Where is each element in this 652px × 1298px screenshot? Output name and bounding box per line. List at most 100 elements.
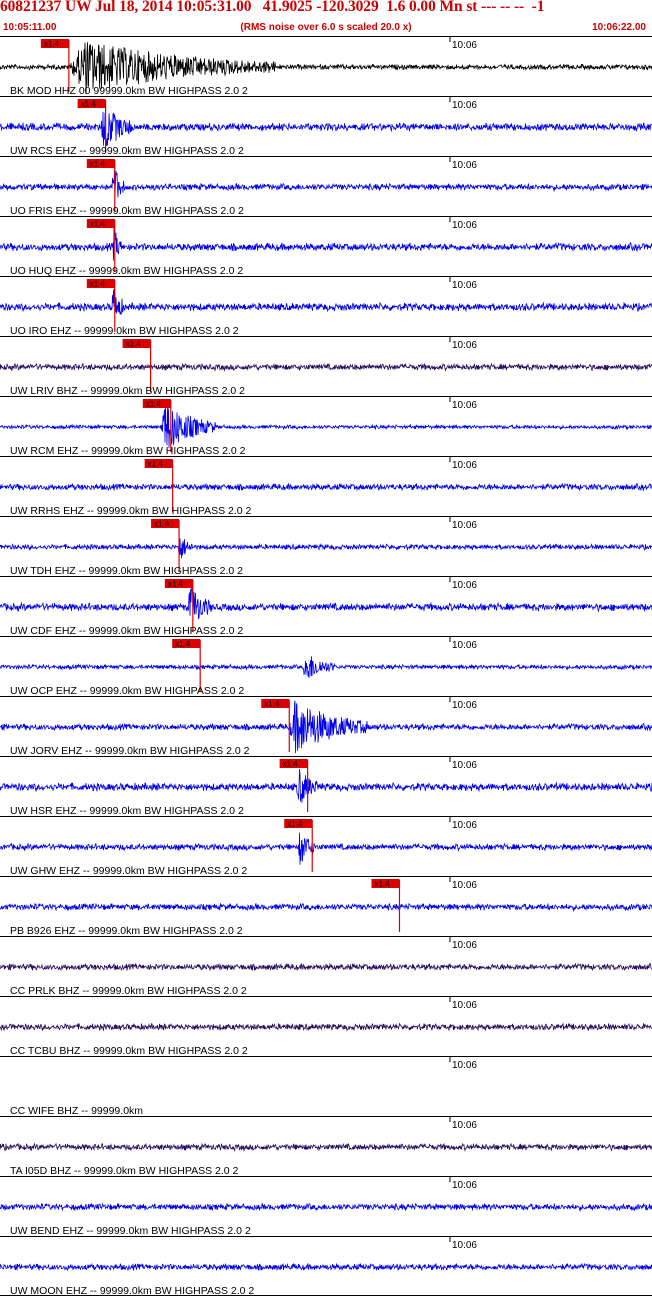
waveform-11 [0, 656, 652, 678]
time-tick-label: 10:06 [452, 820, 477, 831]
time-tick-label: 10:06 [452, 340, 477, 351]
trace-panel-15: 10:06 x1.4 PB B926 EHZ -- 99999.0km BW HIG… [0, 876, 652, 937]
pick-flag [151, 519, 180, 528]
pick-flag [77, 99, 106, 108]
pick-flag [86, 279, 115, 288]
time-tick-label: 10:06 [452, 220, 477, 231]
waveform-12 [0, 700, 652, 754]
waveform-14 [0, 832, 652, 865]
trace-label: UO IRO EHZ -- 99999.0km BW HIGHPASS 2.0 … [10, 325, 239, 337]
waveform-13 [0, 768, 652, 803]
time-tick-label: 10:06 [452, 400, 477, 411]
trace-label: UW LRIV BHZ -- 99999.0km BW HIGHPASS 2.0… [10, 385, 245, 397]
pick-label: x1.4 [90, 160, 106, 169]
trace-label: UW RCS EHZ -- 99999.0km BW HIGHPASS 2.0 … [10, 145, 244, 157]
trace-label: TA I05D BHZ -- 99999.0km BW HIGHPASS 2.0… [10, 1165, 239, 1177]
trace-panel-2: 10:06 x1.4 UW RCS EHZ -- 99999.0km BW HIGH… [0, 96, 652, 157]
trace-panel-16: 10:06 CC PRLK BHZ -- 99999.0km BW HIGHPAS… [0, 936, 652, 997]
trace-panel-20: 10:06 UW BEND EHZ -- 99999.0km BW HIGHPAS… [0, 1176, 652, 1237]
pick-label: x1.4 [287, 820, 303, 829]
time-tick-label: 10:06 [452, 1240, 477, 1251]
trace-panel-21: 10:06 UW MOON EHZ -- 99999.0km BW HIGHPAS… [0, 1236, 652, 1297]
waveform-1 [0, 42, 652, 95]
pick-label: x1.4 [168, 580, 184, 589]
trace-label: PB B926 EHZ -- 99999.0km BW HIGHPASS 2.0… [10, 925, 243, 937]
trace-label: UW CDF EHZ -- 99999.0km BW HIGHPASS 2.0 … [10, 625, 243, 637]
pick-label: x1.4 [154, 520, 170, 529]
trace-label: BK MOD HHZ 00 99999.0km BW HIGHPASS 2.0 … [10, 85, 248, 97]
waveform-4 [0, 227, 652, 261]
trace-panel-13: 10:06 x1.4 UW HSR EHZ -- 99999.0km BW HIGH… [0, 756, 652, 817]
pick-label: x1.4 [264, 700, 280, 709]
time-tick-label: 10:06 [452, 700, 477, 711]
time-tick-label: 10:06 [452, 1120, 477, 1131]
pick-flag [40, 39, 69, 48]
pick-label: x1.4 [81, 100, 97, 109]
trace-label: UW RRHS EHZ -- 99999.0km BW HIGHPASS 2.0… [10, 505, 252, 517]
rms-subtitle: (RMS noise over 6.0 s scaled 20.0 x) [240, 22, 412, 33]
time-tick-label: 10:06 [452, 280, 477, 291]
trace-label: UW OCP EHZ -- 99999.0km BW HIGHPASS 2.0 … [10, 685, 244, 697]
trace-label: UW HSR EHZ -- 99999.0km BW HIGHPASS 2.0 … [10, 805, 244, 817]
trace-panel-7: 10:06 x1.4 UW RCM EHZ -- 99999.0km BW HIGH… [0, 396, 652, 457]
trace-panel-5: 10:06 x1.4 UO IRO EHZ -- 99999.0km BW HIGH… [0, 276, 652, 337]
time-tick-label: 10:06 [452, 880, 477, 891]
time-tick-label: 10:06 [452, 1180, 477, 1191]
pick-flag [284, 819, 313, 828]
waveform-6 [0, 362, 652, 372]
trace-panel-11: 10:06 x1.4 UW OCP EHZ -- 99999.0km BW HIGH… [0, 636, 652, 697]
pick-flag [86, 159, 115, 168]
pick-flag [279, 759, 308, 768]
trace-label: CC TCBU BHZ -- 99999.0km BW HIGHPASS 2.0… [10, 1045, 248, 1057]
waveform-17 [0, 1022, 652, 1032]
waveform-15 [0, 902, 652, 913]
start-time-label: 10:05:11.00 [3, 22, 57, 33]
pick-label: x1.4 [175, 640, 191, 649]
time-tick-label: 10:06 [452, 160, 477, 171]
event-title: 60821237 UW Jul 18, 2014 10:05:31.00 41.… [0, 0, 545, 15]
time-tick-label: 10:06 [452, 760, 477, 771]
time-axis-header: 10:05:11.00 (RMS noise over 6.0 s scaled… [0, 22, 652, 36]
trace-label: UW TDH EHZ -- 99999.0km BW HIGHPASS 2.0 … [10, 565, 243, 577]
pick-label: x1.4 [283, 760, 299, 769]
pick-label: x1.4 [148, 460, 164, 469]
trace-label: UW JORV EHZ -- 99999.0km BW HIGHPASS 2.0… [10, 745, 250, 757]
waveform-20 [0, 1202, 652, 1213]
time-tick-label: 10:06 [452, 640, 477, 651]
trace-panel-10: 10:06 x1.4 UW CDF EHZ -- 99999.0km BW HIGH… [0, 576, 652, 637]
waveform-19 [0, 1142, 652, 1152]
end-time-label: 10:06:22.00 [592, 22, 646, 33]
trace-label: UW GHW EHZ -- 99999.0km BW HIGHPASS 2.0 … [10, 865, 247, 877]
pick-label: x1.4 [90, 220, 106, 229]
trace-panel-19: 10:06 TA I05D BHZ -- 99999.0km BW HIGHPAS… [0, 1116, 652, 1177]
waveform-8 [0, 482, 652, 492]
trace-label: UO HUQ EHZ -- 99999.0km BW HIGHPASS 2.0 … [10, 265, 243, 277]
pick-flag [142, 399, 171, 408]
pick-flag [164, 579, 193, 588]
trace-panel-6: 10:06 x1.4 UW LRIV BHZ -- 99999.0km BW HIG… [0, 336, 652, 397]
time-tick-label: 10:06 [452, 940, 477, 951]
waveform-7 [0, 404, 652, 449]
waveform-9 [0, 538, 652, 559]
time-tick-label: 10:06 [452, 460, 477, 471]
time-tick-label: 10:06 [452, 520, 477, 531]
pick-flag [172, 639, 201, 648]
pick-label: x1.4 [126, 340, 142, 349]
trace-label: UO FRIS EHZ -- 99999.0km BW HIGHPASS 2.0… [10, 205, 244, 217]
pick-label: x1.4 [374, 880, 390, 889]
time-tick-label: 10:06 [452, 1060, 477, 1071]
pick-flag [86, 219, 115, 228]
trace-label: UW RCM EHZ -- 99999.0km BW HIGHPASS 2.0 … [10, 445, 246, 457]
pick-flag [371, 879, 400, 888]
pick-flag [261, 699, 290, 708]
trace-panel-18: 10:06 CC WIFE BHZ -- 99999.0km [0, 1056, 652, 1117]
waveform-10 [0, 585, 652, 620]
trace-label: UW BEND EHZ -- 99999.0km BW HIGHPASS 2.0… [10, 1225, 251, 1237]
trace-panel-1: 10:06 x1.4 BK MOD HHZ 00 99999.0km BW HIGH… [0, 36, 652, 97]
trace-panel-4: 10:06 x1.4 UO HUQ EHZ -- 99999.0km BW HIGH… [0, 216, 652, 277]
trace-panel-8: 10:06 x1.4 UW RRHS EHZ -- 99999.0km BW HIG… [0, 456, 652, 517]
trace-panel-12: 10:06 x1.4 UW JORV EHZ -- 99999.0km BW HIG… [0, 696, 652, 757]
trace-label: CC PRLK BHZ -- 99999.0km BW HIGHPASS 2.0… [10, 985, 247, 997]
pick-label: x1.4 [44, 40, 60, 49]
pick-label: x1.4 [90, 280, 106, 289]
